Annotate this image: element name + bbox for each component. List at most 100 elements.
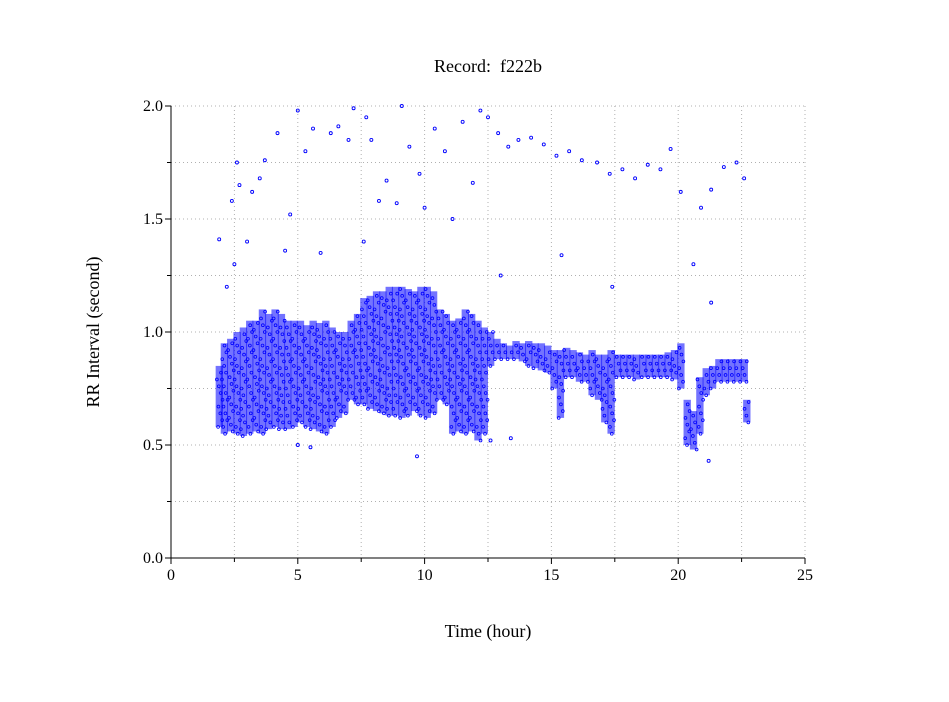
rr-outlier-point <box>295 108 300 113</box>
rr-point <box>410 348 414 352</box>
rr-point <box>521 352 525 357</box>
rr-point <box>277 386 282 391</box>
rr-point <box>248 431 253 436</box>
rr-point <box>280 352 284 357</box>
rr-band-fill <box>417 286 425 416</box>
rr-point <box>260 364 265 368</box>
rr-band-fill <box>360 298 368 405</box>
rr-point <box>590 393 594 398</box>
rr-outlier-point <box>734 160 739 165</box>
rr-point <box>278 325 283 330</box>
rr-dense-band <box>226 338 236 434</box>
rr-point <box>394 352 399 357</box>
rr-point <box>679 352 684 357</box>
rr-point <box>691 413 695 418</box>
rr-point <box>448 377 452 382</box>
rr-point <box>360 395 365 400</box>
rr-point <box>461 336 466 341</box>
rr-point <box>476 343 480 348</box>
rr-point <box>679 373 683 377</box>
rr-point <box>393 305 397 309</box>
rr-point <box>480 336 485 341</box>
rr-point <box>417 346 422 350</box>
rr-point <box>404 386 409 391</box>
rr-point <box>463 343 468 348</box>
rr-point <box>533 352 538 357</box>
y-tick-label: 1.0 <box>143 324 163 341</box>
rr-band-fill <box>366 295 374 409</box>
rr-outlier-point <box>554 153 559 158</box>
rr-point <box>648 361 653 366</box>
rr-point <box>247 384 252 389</box>
rr-point <box>361 355 365 359</box>
rr-point <box>436 357 440 361</box>
rr-point <box>412 314 417 318</box>
rr-point <box>263 309 267 314</box>
rr-band-fill <box>303 325 311 427</box>
rr-point <box>316 355 321 359</box>
rr-point <box>235 364 239 368</box>
rr-outlier-point <box>645 162 650 167</box>
rr-point <box>253 334 258 339</box>
rr-band-fill <box>353 313 362 405</box>
rr-band-fill <box>708 365 717 389</box>
x-tick-label: 10 <box>417 567 433 584</box>
rr-outlier-point <box>678 189 683 194</box>
rr-point <box>227 395 232 400</box>
rr-point <box>400 294 404 298</box>
rr-point <box>324 431 329 436</box>
rr-outlier-point <box>288 212 293 217</box>
rr-point <box>280 332 285 337</box>
rr-outlier-point <box>721 165 726 169</box>
rr-point <box>444 334 448 339</box>
rr-point <box>552 373 557 377</box>
rr-point <box>356 382 361 386</box>
rr-point <box>457 382 462 386</box>
rr-dense-band <box>327 327 338 429</box>
rr-point <box>235 343 239 348</box>
rr-point <box>417 386 421 391</box>
rr-point <box>608 404 613 409</box>
rr-point <box>296 407 301 411</box>
rr-point <box>315 348 319 352</box>
rr-point <box>442 327 446 332</box>
rr-point <box>271 336 276 341</box>
rr-point <box>367 346 371 350</box>
rr-point <box>315 327 319 332</box>
rr-point <box>432 411 437 416</box>
rr-point <box>588 366 593 370</box>
x-tick-label: 15 <box>543 567 559 584</box>
rr-point <box>374 334 378 339</box>
rr-band-fill <box>309 320 317 430</box>
rr-outlier-point <box>295 443 300 447</box>
rr-outlier-point <box>262 158 267 163</box>
rr-band-fill <box>246 320 254 434</box>
rr-dense-band <box>740 359 749 384</box>
rr-point <box>333 418 337 422</box>
rr-point <box>627 355 632 359</box>
rr-point <box>302 377 307 382</box>
rr-outlier-point <box>559 253 564 258</box>
rr-point <box>470 422 474 427</box>
rr-point <box>304 384 309 389</box>
rr-point <box>286 352 291 357</box>
rr-point <box>380 384 385 389</box>
rr-point <box>531 346 536 350</box>
rr-point <box>299 352 303 357</box>
rr-outlier-point <box>496 131 501 136</box>
rr-point <box>310 325 315 330</box>
rr-point <box>330 343 335 348</box>
rr-point <box>413 382 418 386</box>
rr-point <box>386 305 391 309</box>
rr-band-fill <box>296 320 305 423</box>
rr-point <box>670 377 674 382</box>
rr-point <box>308 427 313 431</box>
rr-point <box>359 327 364 332</box>
rr-outlier-point <box>610 284 615 289</box>
rr-point <box>620 375 625 380</box>
rr-outlier-point <box>417 171 422 176</box>
rr-point <box>536 348 541 352</box>
rr-point <box>576 366 580 370</box>
rr-point <box>423 416 428 420</box>
rr-point <box>462 425 466 429</box>
